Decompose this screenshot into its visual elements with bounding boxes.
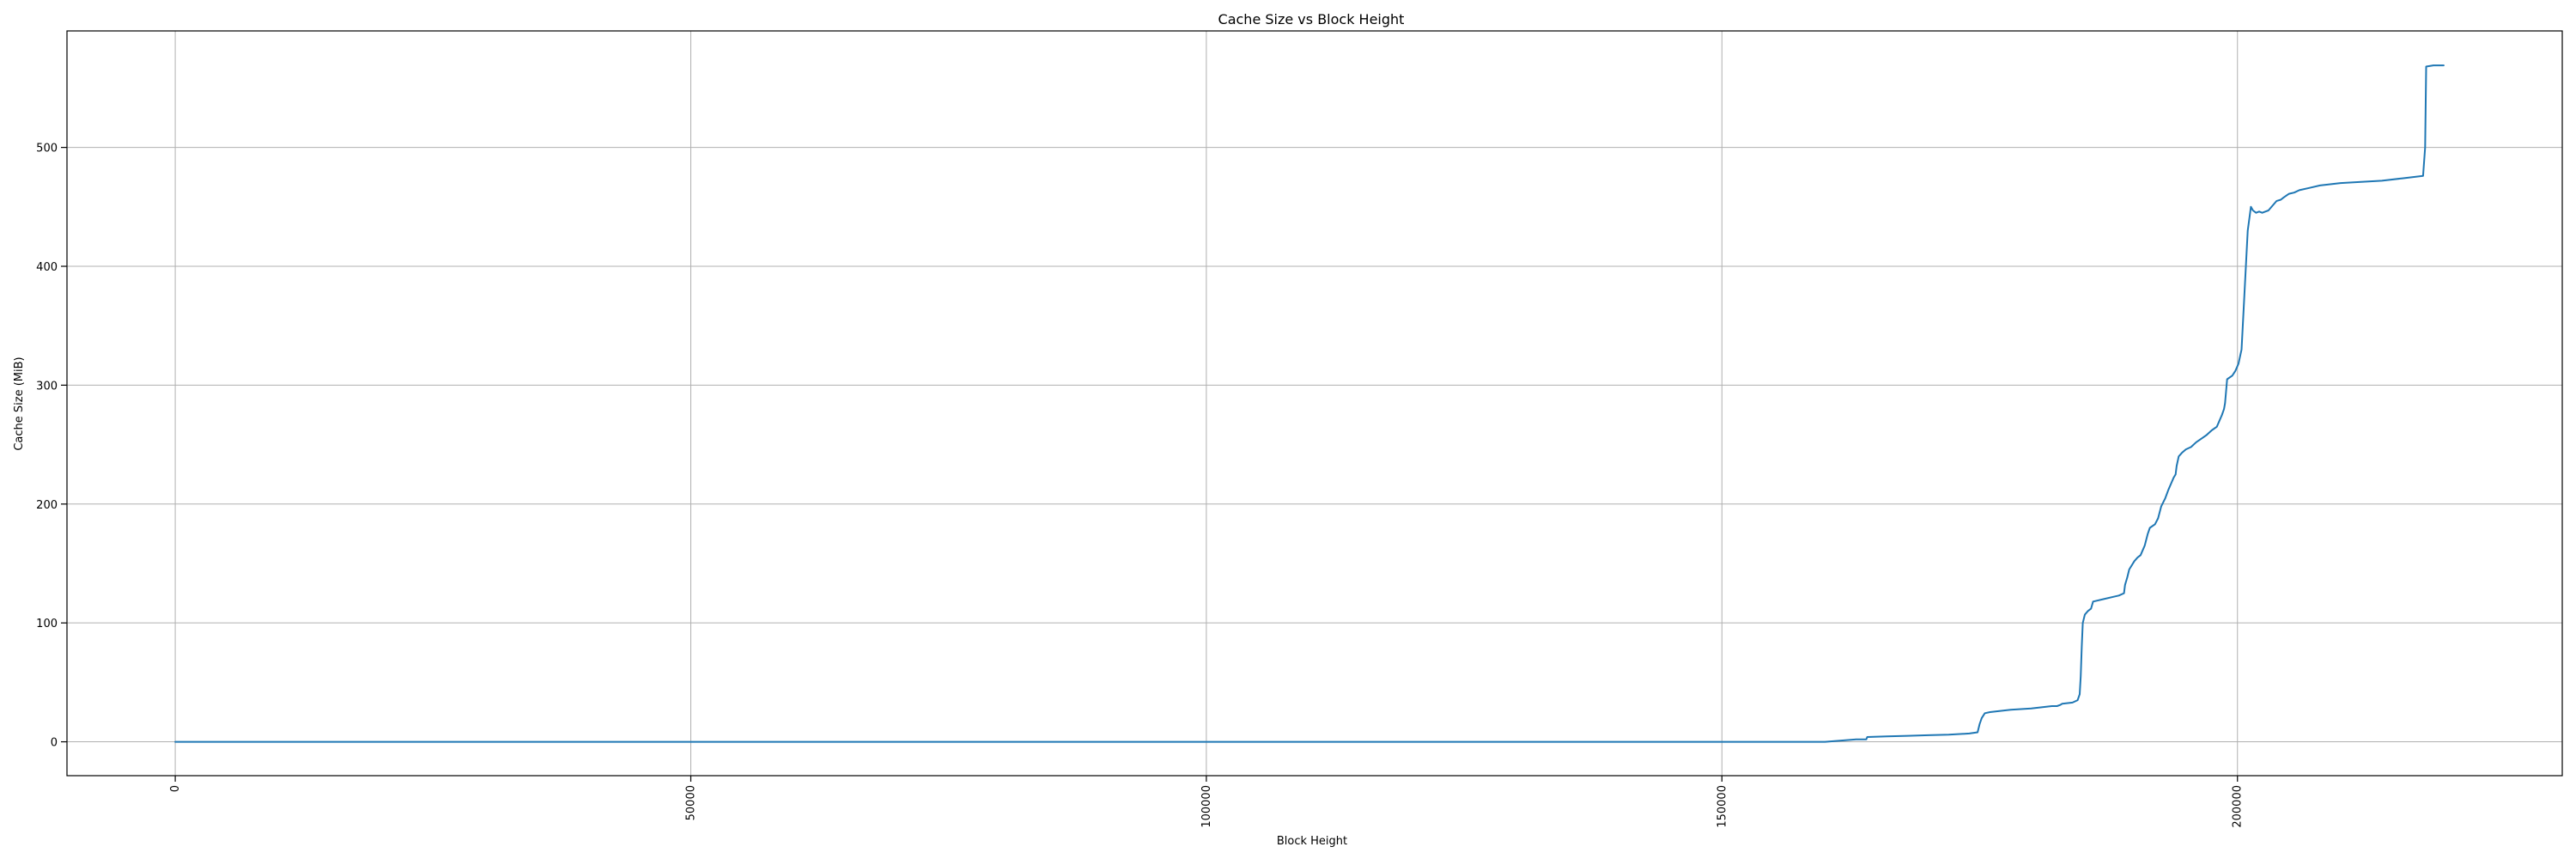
chart-title: Cache Size vs Block Height — [1218, 11, 1405, 27]
series-layer — [174, 64, 2445, 743]
x-axis-label: Block Height — [1277, 835, 1347, 848]
y-tick-label: 400 — [36, 261, 58, 274]
x-tick-label: 200000 — [2232, 785, 2245, 828]
x-tick-label: 0 — [169, 785, 182, 792]
grid — [67, 31, 2562, 776]
y-tick-label: 500 — [36, 143, 58, 155]
x-tick-label: 150000 — [1716, 785, 1728, 828]
y-axis: 0 100 200 300 400 500 — [36, 143, 67, 750]
x-tick-label: 50000 — [685, 785, 698, 820]
x-tick-label: 100000 — [1200, 785, 1213, 828]
y-tick-label: 200 — [36, 499, 58, 512]
y-tick-label: 100 — [36, 618, 58, 631]
x-axis: 0 50000 100000 150000 200000 — [169, 776, 2245, 828]
plot-frame — [66, 30, 2563, 777]
y-tick-label: 0 — [51, 737, 58, 750]
y-axis-label: Cache Size (MiB) — [13, 356, 26, 450]
series-line — [174, 64, 2445, 743]
y-tick-label: 300 — [36, 380, 58, 393]
